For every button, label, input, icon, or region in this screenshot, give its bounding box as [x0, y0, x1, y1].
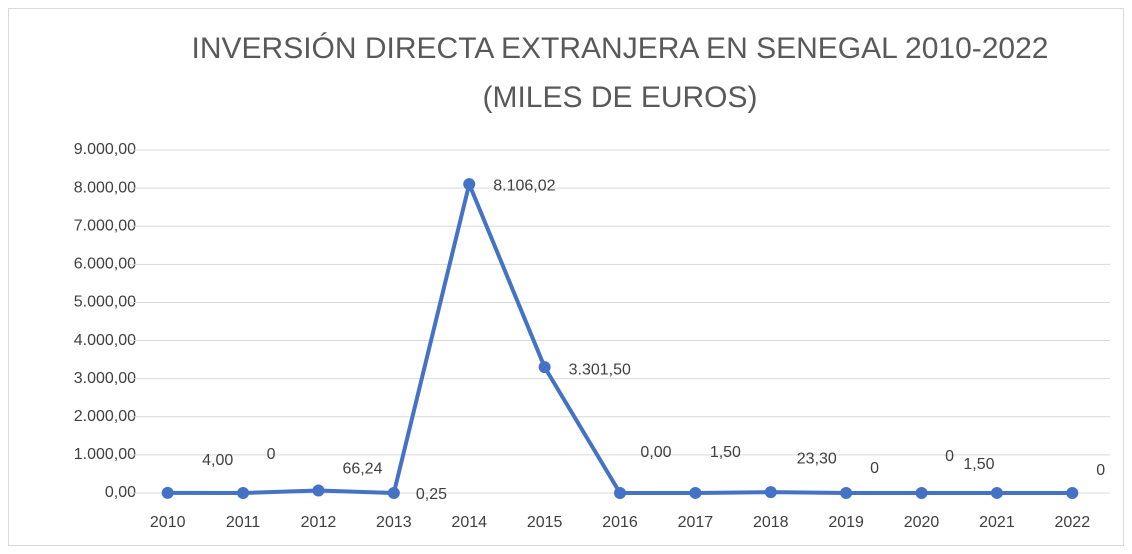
x-tick-label: 2012 [301, 514, 337, 531]
data-label: 0 [267, 446, 276, 463]
y-tick-label: 6.000,00 [74, 256, 136, 273]
data-point [237, 487, 250, 499]
data-label: 1,50 [963, 456, 994, 473]
x-tick-label: 2016 [602, 514, 638, 531]
y-tick-label: 0,00 [105, 484, 136, 501]
y-tick-label: 1.000,00 [74, 446, 136, 463]
chart-title: INVERSIÓN DIRECTA EXTRANJERA EN SENEGAL … [192, 32, 1049, 65]
y-tick-label: 8.000,00 [74, 179, 136, 196]
data-label: 0,25 [416, 486, 447, 503]
data-label: 1,50 [710, 444, 741, 461]
y-tick-label: 7.000,00 [74, 217, 136, 234]
x-tick-label: 2014 [451, 514, 487, 531]
data-label: 0 [1096, 462, 1105, 479]
x-tick-label: 2013 [376, 514, 412, 531]
x-tick-label: 2010 [150, 514, 186, 531]
chart-border [8, 8, 1124, 546]
x-tick-label: 2011 [226, 514, 261, 531]
data-point [840, 487, 853, 499]
data-label: 0,00 [640, 444, 671, 461]
data-point [1066, 487, 1079, 499]
x-tick-label: 2017 [678, 514, 714, 531]
data-label: 23,30 [797, 450, 837, 467]
x-tick-label: 2022 [1055, 514, 1091, 531]
y-tick-label: 9.000,00 [74, 141, 136, 158]
data-point [764, 486, 777, 499]
x-tick-label: 2019 [828, 514, 864, 531]
x-tick-label: 2018 [753, 514, 789, 531]
data-point [387, 486, 400, 499]
y-tick-label: 4.000,00 [74, 332, 136, 349]
data-label: 8.106,02 [493, 177, 555, 194]
x-tick-label: 2021 [979, 514, 1015, 531]
data-label: 4,00 [202, 452, 233, 469]
data-point [990, 486, 1003, 499]
data-label: 3.301,50 [569, 361, 631, 378]
data-point [463, 178, 476, 191]
data-label: 0 [945, 448, 954, 465]
data-point [161, 486, 174, 499]
y-tick-label: 2.000,00 [74, 408, 136, 425]
x-tick-label: 2020 [904, 514, 940, 531]
data-point [915, 487, 928, 499]
data-point [614, 487, 626, 499]
x-tick-label: 2015 [527, 514, 563, 531]
y-tick-label: 3.000,00 [74, 370, 136, 387]
data-point [689, 486, 702, 499]
y-tick-label: 5.000,00 [74, 294, 136, 311]
data-point [312, 484, 325, 497]
data-label: 0 [870, 460, 879, 477]
data-label: 66,24 [342, 461, 382, 478]
data-point [538, 361, 551, 374]
chart-title: (MILES DE EUROS) [482, 81, 757, 114]
